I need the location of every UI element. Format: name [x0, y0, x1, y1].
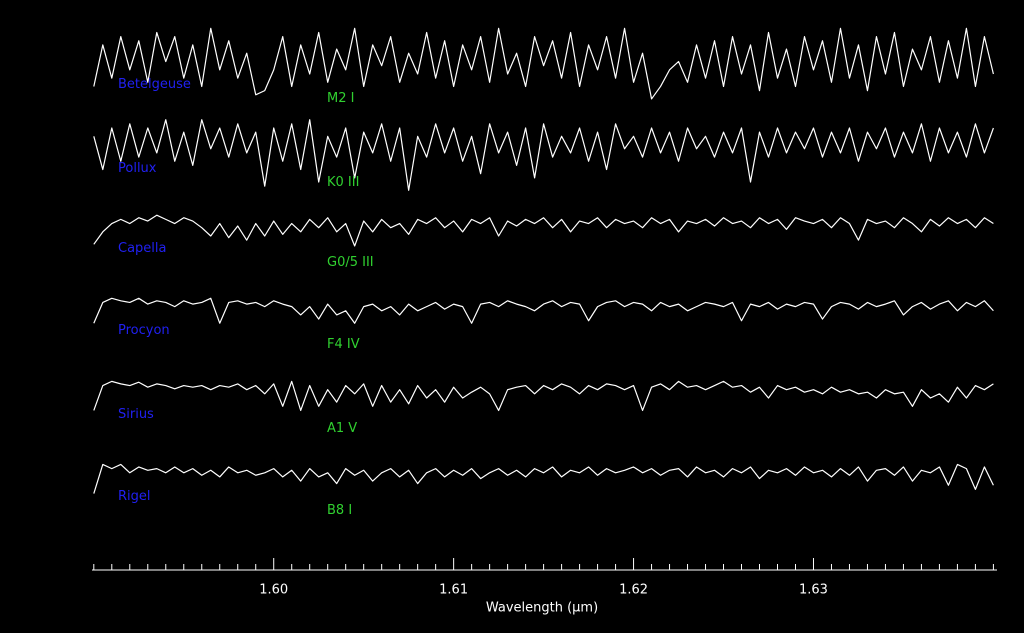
x-tick-label: 1.63: [799, 583, 828, 598]
spectral-type: M2 I: [327, 91, 354, 106]
spectrum-line: [93, 214, 994, 247]
x-tick-label: 1.60: [259, 583, 288, 598]
spectral-type: G0/5 III: [327, 255, 374, 270]
x-tick-label: 1.62: [619, 583, 648, 598]
spectrum-line: [93, 463, 994, 494]
spectral-type: F4 IV: [327, 337, 360, 352]
spectral-type: A1 V: [327, 421, 357, 436]
spectral-type: K0 III: [327, 175, 359, 190]
star-name: Pollux: [118, 161, 157, 176]
spectrum-line: [93, 380, 994, 412]
spectrum-line: [93, 297, 994, 324]
x-axis-label: Wavelength (μm): [486, 601, 598, 616]
spectrum-line: [93, 27, 994, 100]
star-name: Betelgeuse: [118, 77, 191, 92]
x-tick-label: 1.61: [439, 583, 468, 598]
spectral-type: B8 I: [327, 503, 352, 518]
star-name: Capella: [118, 241, 166, 256]
spectrum-line: [93, 119, 994, 191]
star-name: Rigel: [118, 489, 151, 504]
star-name: Procyon: [118, 323, 170, 338]
star-name: Sirius: [118, 407, 154, 422]
